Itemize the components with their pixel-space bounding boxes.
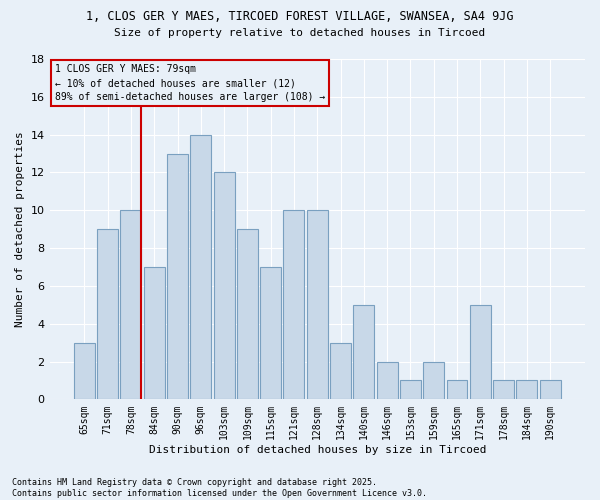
- Bar: [539, 380, 560, 400]
- Bar: [190, 134, 211, 400]
- Bar: [470, 305, 491, 400]
- Bar: [214, 172, 235, 400]
- X-axis label: Distribution of detached houses by size in Tircoed: Distribution of detached houses by size …: [149, 445, 486, 455]
- Bar: [144, 267, 165, 400]
- Bar: [237, 229, 258, 400]
- Text: Contains HM Land Registry data © Crown copyright and database right 2025.
Contai: Contains HM Land Registry data © Crown c…: [12, 478, 427, 498]
- Bar: [74, 342, 95, 400]
- Bar: [353, 305, 374, 400]
- Bar: [307, 210, 328, 400]
- Bar: [517, 380, 538, 400]
- Bar: [97, 229, 118, 400]
- Text: 1, CLOS GER Y MAES, TIRCOED FOREST VILLAGE, SWANSEA, SA4 9JG: 1, CLOS GER Y MAES, TIRCOED FOREST VILLA…: [86, 10, 514, 23]
- Bar: [283, 210, 304, 400]
- Bar: [377, 362, 398, 400]
- Bar: [260, 267, 281, 400]
- Bar: [446, 380, 467, 400]
- Y-axis label: Number of detached properties: Number of detached properties: [15, 132, 25, 327]
- Bar: [423, 362, 444, 400]
- Bar: [121, 210, 142, 400]
- Text: 1 CLOS GER Y MAES: 79sqm
← 10% of detached houses are smaller (12)
89% of semi-d: 1 CLOS GER Y MAES: 79sqm ← 10% of detach…: [55, 64, 325, 102]
- Text: Size of property relative to detached houses in Tircoed: Size of property relative to detached ho…: [115, 28, 485, 38]
- Bar: [330, 342, 351, 400]
- Bar: [493, 380, 514, 400]
- Bar: [167, 154, 188, 400]
- Bar: [400, 380, 421, 400]
